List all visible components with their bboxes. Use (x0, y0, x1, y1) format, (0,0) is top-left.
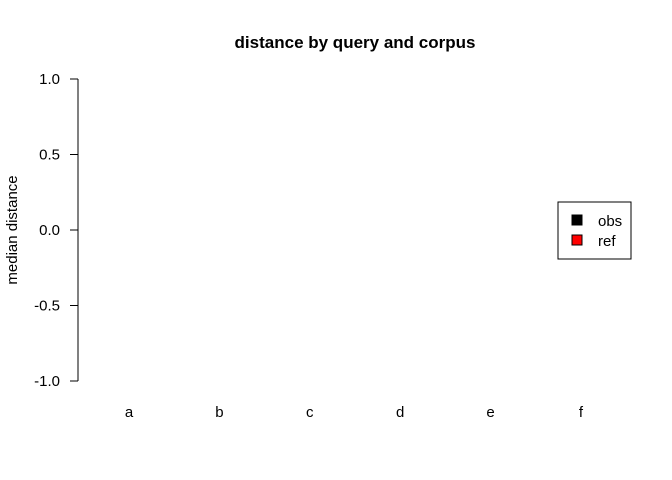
chart-title: distance by query and corpus (235, 33, 476, 52)
x-ticks: a b c d e f (125, 404, 584, 421)
y-tick-label: -1.0 (34, 373, 60, 390)
x-tick-label: c (306, 404, 314, 421)
y-tick-label: 0.5 (39, 147, 60, 164)
y-axis-label: median distance (4, 175, 21, 284)
legend-swatch-ref (571, 234, 583, 246)
x-tick-label: f (579, 404, 584, 421)
x-tick-label: e (486, 404, 494, 421)
legend-label-ref: ref (598, 233, 616, 250)
y-tick-label: 0.0 (39, 222, 60, 239)
legend-swatch-obs (571, 214, 583, 226)
legend: obs ref (557, 201, 632, 260)
y-ticks: -1.0 -0.5 0.0 0.5 1.0 (34, 71, 78, 390)
y-tick-label: 1.0 (39, 71, 60, 88)
legend-box (557, 201, 632, 260)
x-tick-label: b (215, 404, 223, 421)
x-tick-label: d (396, 404, 404, 421)
x-tick-label: a (125, 404, 134, 421)
legend-label-obs: obs (598, 213, 622, 230)
y-tick-label: -0.5 (34, 298, 60, 315)
